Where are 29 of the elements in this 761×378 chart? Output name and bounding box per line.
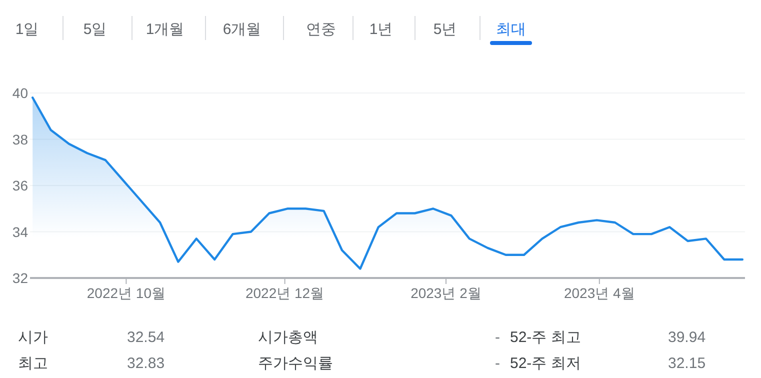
text: 1일 — [15, 21, 39, 38]
x-tick-label: 2023년 4월 — [564, 285, 635, 301]
y-tick-label: 40 — [12, 85, 28, 101]
text: 32.54 — [127, 329, 165, 346]
text: 52-주 최저 — [510, 355, 581, 372]
text: 시가총액 — [258, 329, 318, 346]
text: 연중 — [306, 21, 336, 38]
text: 39.94 — [668, 329, 706, 346]
text: 1년 — [369, 21, 393, 38]
text: 5일 — [83, 21, 107, 38]
text: 시가 — [18, 329, 48, 346]
y-tick-label: 38 — [12, 131, 28, 148]
text: 최대 — [496, 21, 526, 38]
text: 32.15 — [668, 355, 706, 372]
x-tick-label: 2022년 10월 — [86, 285, 166, 301]
x-tick-label: 2022년 12월 — [245, 285, 324, 301]
x-tick-label: 2023년 2월 — [410, 285, 482, 301]
text: 5년 — [433, 21, 457, 38]
y-tick-label: 36 — [12, 178, 28, 194]
text: 32.83 — [127, 355, 165, 372]
y-tick-label: 32 — [12, 270, 28, 286]
text: 최고 — [18, 355, 48, 372]
text: 1개월 — [146, 21, 184, 38]
text: - — [495, 329, 500, 346]
text: 6개월 — [222, 21, 262, 38]
y-tick-label: 34 — [12, 224, 28, 240]
text: 52-주 최고 — [510, 329, 581, 346]
text: 주가수익률 — [258, 355, 333, 372]
text: - — [495, 355, 500, 372]
